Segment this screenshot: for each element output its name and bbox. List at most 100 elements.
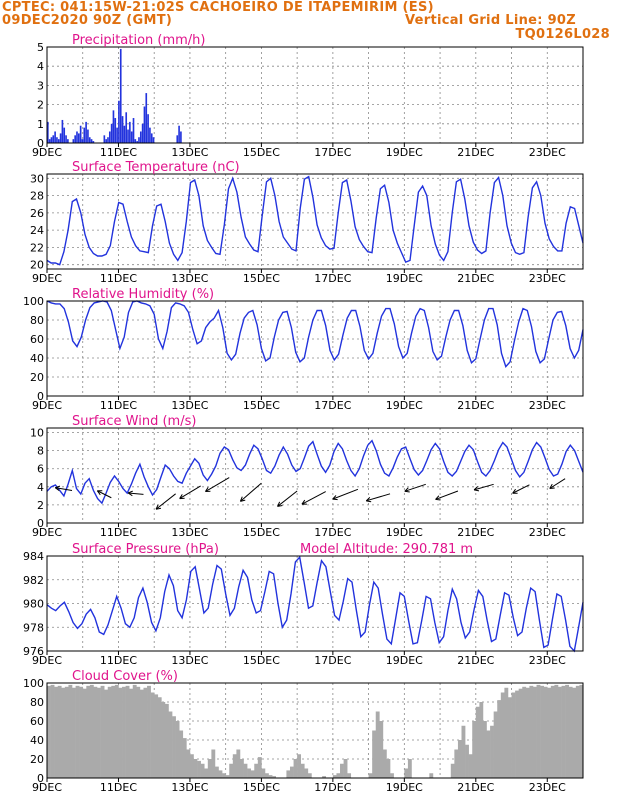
wind-vector-head	[473, 486, 480, 492]
cloud-bar	[507, 697, 512, 778]
cloud-bar	[122, 686, 126, 778]
precip-bar	[76, 131, 78, 143]
cloud-bar	[450, 763, 455, 778]
precip-bar	[59, 133, 62, 143]
cloud-bar	[504, 687, 509, 778]
precip-bar	[145, 93, 148, 143]
cloud-bar	[372, 730, 377, 778]
y-tick-label: 4	[37, 60, 44, 73]
precip-bar	[90, 139, 93, 143]
cloud-bar	[111, 685, 116, 778]
wind-vector	[205, 477, 230, 492]
wind-vector-head	[332, 495, 338, 501]
x-tick-label: 19DEC	[386, 781, 423, 794]
precip-bar	[77, 133, 80, 143]
x-tick-label: 23DEC	[529, 654, 566, 667]
cloud-bar	[493, 711, 498, 778]
series-line	[46, 555, 584, 653]
cloud-bar	[175, 721, 180, 778]
precip-bar	[79, 125, 82, 143]
cloud-bar	[375, 711, 380, 778]
cloud-bar	[522, 686, 527, 778]
y-tick-label: 984	[23, 550, 44, 563]
panel-annotation: Model Altitude: 290.781 m	[300, 542, 473, 557]
cloud-bar	[139, 689, 144, 778]
precip-bar	[180, 131, 182, 143]
precip-bar	[125, 112, 128, 143]
cloud-bar	[118, 687, 123, 778]
wind-vector	[366, 493, 391, 502]
cloud-bar	[236, 749, 241, 778]
cloud-bar	[50, 684, 55, 778]
cloud-bar	[472, 721, 477, 778]
cloud-bar	[486, 730, 491, 778]
precip-bar	[63, 127, 66, 143]
cloud-bar	[164, 703, 169, 778]
precip-bar	[87, 129, 89, 143]
precip-bar	[134, 139, 137, 143]
y-tick-label: 20	[30, 371, 44, 384]
cloud-bar	[214, 766, 219, 778]
cloud-bar	[197, 760, 201, 778]
cloud-bar	[568, 686, 573, 778]
precip-bar	[152, 137, 155, 143]
cloud-bar	[93, 686, 98, 778]
x-tick-label: 13DEC	[171, 272, 208, 285]
cloud-bar	[497, 700, 502, 778]
x-tick-label: 13DEC	[171, 781, 208, 794]
cloud-bar	[132, 684, 137, 778]
model-code: TQ0126L028	[515, 27, 610, 42]
series-line	[46, 175, 584, 266]
cloud-bar	[247, 768, 251, 778]
cloud-bar	[82, 688, 87, 778]
cloud-bar	[465, 744, 469, 778]
panel-frame	[46, 427, 584, 524]
precip-bar	[67, 139, 69, 143]
cloud-bar	[243, 763, 248, 778]
cloud-bar	[272, 776, 276, 778]
cloud-bar	[518, 688, 523, 778]
x-tick-label: 17DEC	[314, 272, 351, 285]
cloud-bar	[468, 754, 473, 778]
y-tick-label: 980	[23, 598, 44, 611]
station-header: CPTEC: 041:15W-21:02S CACHOEIRO DE ITAPE…	[2, 0, 434, 15]
cloud-bar	[129, 688, 134, 778]
y-tick-label: 22	[30, 241, 44, 254]
y-tick-label: 982	[23, 574, 44, 587]
cloud-bar	[182, 738, 187, 778]
panel-title: Precipitation (mm/h)	[72, 33, 205, 48]
cloud-bar	[511, 692, 516, 778]
cloud-bar	[114, 684, 119, 778]
x-tick-label: 13DEC	[171, 399, 208, 412]
precip-bar	[107, 137, 109, 143]
cloud-bar	[147, 685, 151, 778]
cloud-bar	[222, 773, 226, 778]
cloud-bar	[479, 702, 484, 778]
wind-vector-head	[435, 495, 441, 501]
wind-vector	[240, 482, 262, 502]
precip-bar	[88, 137, 91, 143]
cloud-bar	[261, 768, 266, 778]
precip-bar	[114, 118, 117, 143]
x-tick-label: 13DEC	[171, 526, 208, 539]
cloud-bar	[289, 766, 294, 778]
wind-vector	[179, 485, 201, 500]
cloud-bar	[232, 754, 237, 778]
cloud-bar	[57, 685, 62, 778]
cloud-bar	[457, 740, 462, 778]
panel-frame	[46, 300, 584, 397]
panel-title: Cloud Cover (%)	[72, 669, 178, 684]
cloud-bar	[529, 685, 534, 778]
x-tick-label: 11DEC	[100, 526, 137, 539]
y-tick-label: 1	[37, 118, 44, 131]
x-tick-label: 21DEC	[457, 654, 494, 667]
cloud-bar	[565, 684, 570, 778]
x-tick-label: 15DEC	[243, 272, 280, 285]
y-tick-label: 0	[37, 137, 44, 150]
cloud-bar	[550, 685, 555, 778]
x-tick-label: 11DEC	[100, 781, 137, 794]
cloud-bar	[340, 763, 344, 778]
x-tick-label: 13DEC	[171, 654, 208, 667]
y-tick-label: 100	[23, 295, 44, 308]
cloud-bar	[86, 685, 91, 778]
